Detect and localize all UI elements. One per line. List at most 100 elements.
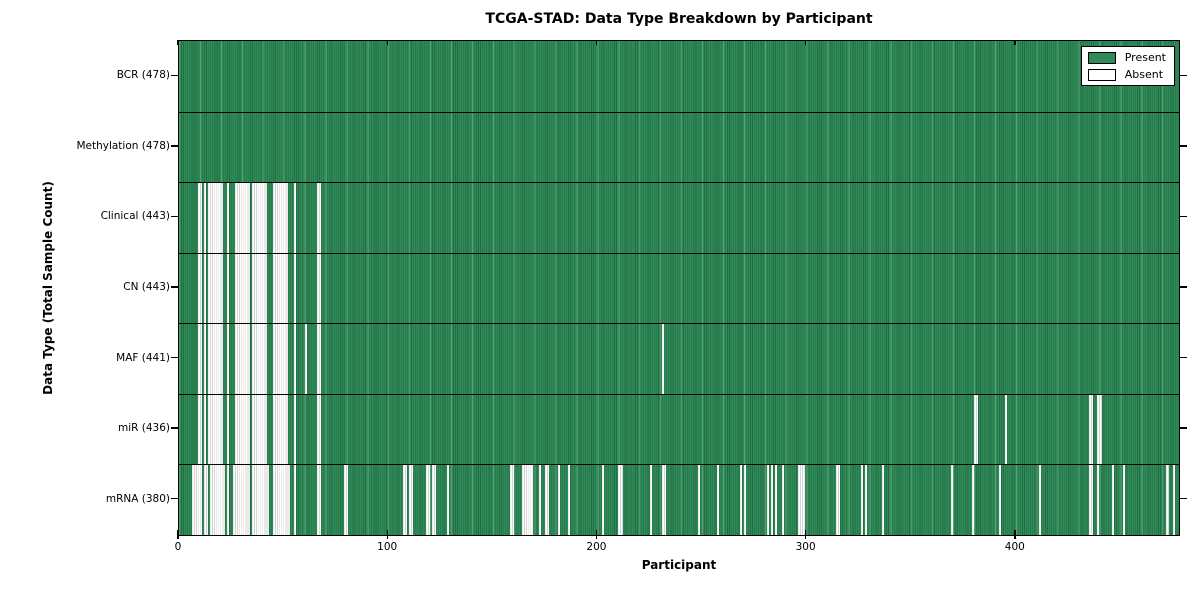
y-tick-left xyxy=(171,286,179,288)
absent-stripe xyxy=(557,465,560,535)
absent-stripe xyxy=(235,183,251,253)
row-maf xyxy=(179,323,1179,394)
absent-stripe xyxy=(294,324,297,394)
absent-stripe xyxy=(273,253,288,324)
legend-label-present: Present xyxy=(1124,51,1166,64)
absent-stripe xyxy=(771,465,774,535)
absent-stripe xyxy=(1172,465,1175,535)
x-tick-label-300: 300 xyxy=(795,541,816,553)
absent-stripe xyxy=(662,324,665,394)
absent-stripe xyxy=(999,465,1002,535)
absent-stripe xyxy=(252,253,267,324)
absent-stripe xyxy=(538,465,541,535)
present-swatch-icon xyxy=(1087,51,1116,64)
absent-stripe xyxy=(273,324,288,394)
absent-stripe xyxy=(317,465,322,535)
absent-stripe xyxy=(1089,465,1094,535)
absent-stripe xyxy=(235,394,251,465)
absent-stripe xyxy=(204,394,207,465)
absent-stripe xyxy=(294,253,297,324)
absent-stripe xyxy=(716,465,719,535)
x-tick-label-0: 0 xyxy=(174,541,182,553)
absent-stripe xyxy=(317,324,322,394)
y-tick-right xyxy=(1179,286,1187,288)
absent-stripe xyxy=(235,253,251,324)
absent-stripe xyxy=(197,324,202,394)
absent-stripe xyxy=(227,465,230,535)
absent-stripe xyxy=(208,394,223,465)
absent-stripe xyxy=(233,465,251,535)
legend-label-absent: Absent xyxy=(1124,68,1164,81)
absent-stripe xyxy=(1089,394,1094,465)
absent-stripe xyxy=(208,324,223,394)
absent-stripe xyxy=(1038,465,1041,535)
absent-stripe xyxy=(1112,465,1115,535)
absent-stripe xyxy=(252,183,267,253)
absent-stripe xyxy=(227,394,230,465)
absent-stripe xyxy=(568,465,571,535)
absent-stripe xyxy=(273,465,290,535)
absent-stripe xyxy=(973,394,979,465)
absent-stripe xyxy=(798,465,805,535)
absent-stripe xyxy=(971,465,974,535)
absent-stripe xyxy=(1166,465,1169,535)
absent-stripe xyxy=(662,465,667,535)
absent-stripe xyxy=(1097,394,1102,465)
absent-stripe xyxy=(204,253,207,324)
absent-stripe xyxy=(317,253,322,324)
legend-entry-absent: Absent xyxy=(1087,68,1166,81)
x-tick-label-100: 100 xyxy=(377,541,398,553)
x-tick-bottom xyxy=(1014,530,1016,539)
x-tick-label-200: 200 xyxy=(586,541,607,553)
y-tick-right xyxy=(1179,74,1187,76)
absent-stripe xyxy=(294,394,297,465)
absent-stripe xyxy=(601,465,604,535)
y-tick-right xyxy=(1179,427,1187,429)
absent-stripe xyxy=(446,465,449,535)
legend-entry-present: Present xyxy=(1087,51,1166,64)
absent-stripe xyxy=(317,394,322,465)
plot-area: Present Absent xyxy=(178,40,1180,536)
absent-stripe xyxy=(344,465,349,535)
row-bcr xyxy=(179,41,1179,112)
x-tick-label-400: 400 xyxy=(1004,541,1025,553)
absent-stripe xyxy=(775,465,778,535)
y-tick-right xyxy=(1179,215,1187,218)
absent-stripe xyxy=(743,465,746,535)
absent-stripe xyxy=(197,183,202,253)
absent-stripe xyxy=(210,465,226,535)
y-tick-right xyxy=(1179,145,1187,147)
y-tick-label-bcr: BCR (478) xyxy=(116,69,170,82)
y-tick-label-methylation: Methylation (478) xyxy=(76,139,170,152)
x-tick-bottom xyxy=(177,530,179,539)
absent-stripe xyxy=(204,324,207,394)
absent-stripe xyxy=(273,394,288,465)
absent-stripe xyxy=(697,465,700,535)
absent-stripe xyxy=(545,465,550,535)
chart-title: TCGA-STAD: Data Type Breakdown by Partic… xyxy=(485,11,873,27)
absent-stripe xyxy=(252,394,267,465)
absent-stripe xyxy=(409,465,414,535)
x-tick-top xyxy=(386,40,388,45)
x-tick-top xyxy=(177,40,179,45)
y-tick-left xyxy=(171,215,179,218)
absent-stripe xyxy=(235,324,251,394)
y-tick-left xyxy=(171,498,179,500)
x-tick-bottom xyxy=(386,530,388,539)
absent-stripe xyxy=(204,183,207,253)
legend: Present Absent xyxy=(1080,46,1175,86)
y-tick-label-cn: CN (443) xyxy=(123,281,170,293)
row-mrna xyxy=(179,464,1179,535)
row-clinical xyxy=(179,182,1179,253)
absent-stripe xyxy=(766,465,769,535)
row-methylation xyxy=(179,111,1179,183)
y-axis-label: Data Type (Total Sample Count) xyxy=(41,181,55,395)
absent-stripe xyxy=(208,253,223,324)
y-tick-label-clinical: Clinical (443) xyxy=(100,210,170,223)
x-tick-bottom xyxy=(804,530,807,539)
absent-swatch-icon xyxy=(1087,68,1116,81)
absent-stripe xyxy=(618,465,623,535)
absent-stripe xyxy=(191,465,202,535)
y-tick-left xyxy=(171,74,179,76)
